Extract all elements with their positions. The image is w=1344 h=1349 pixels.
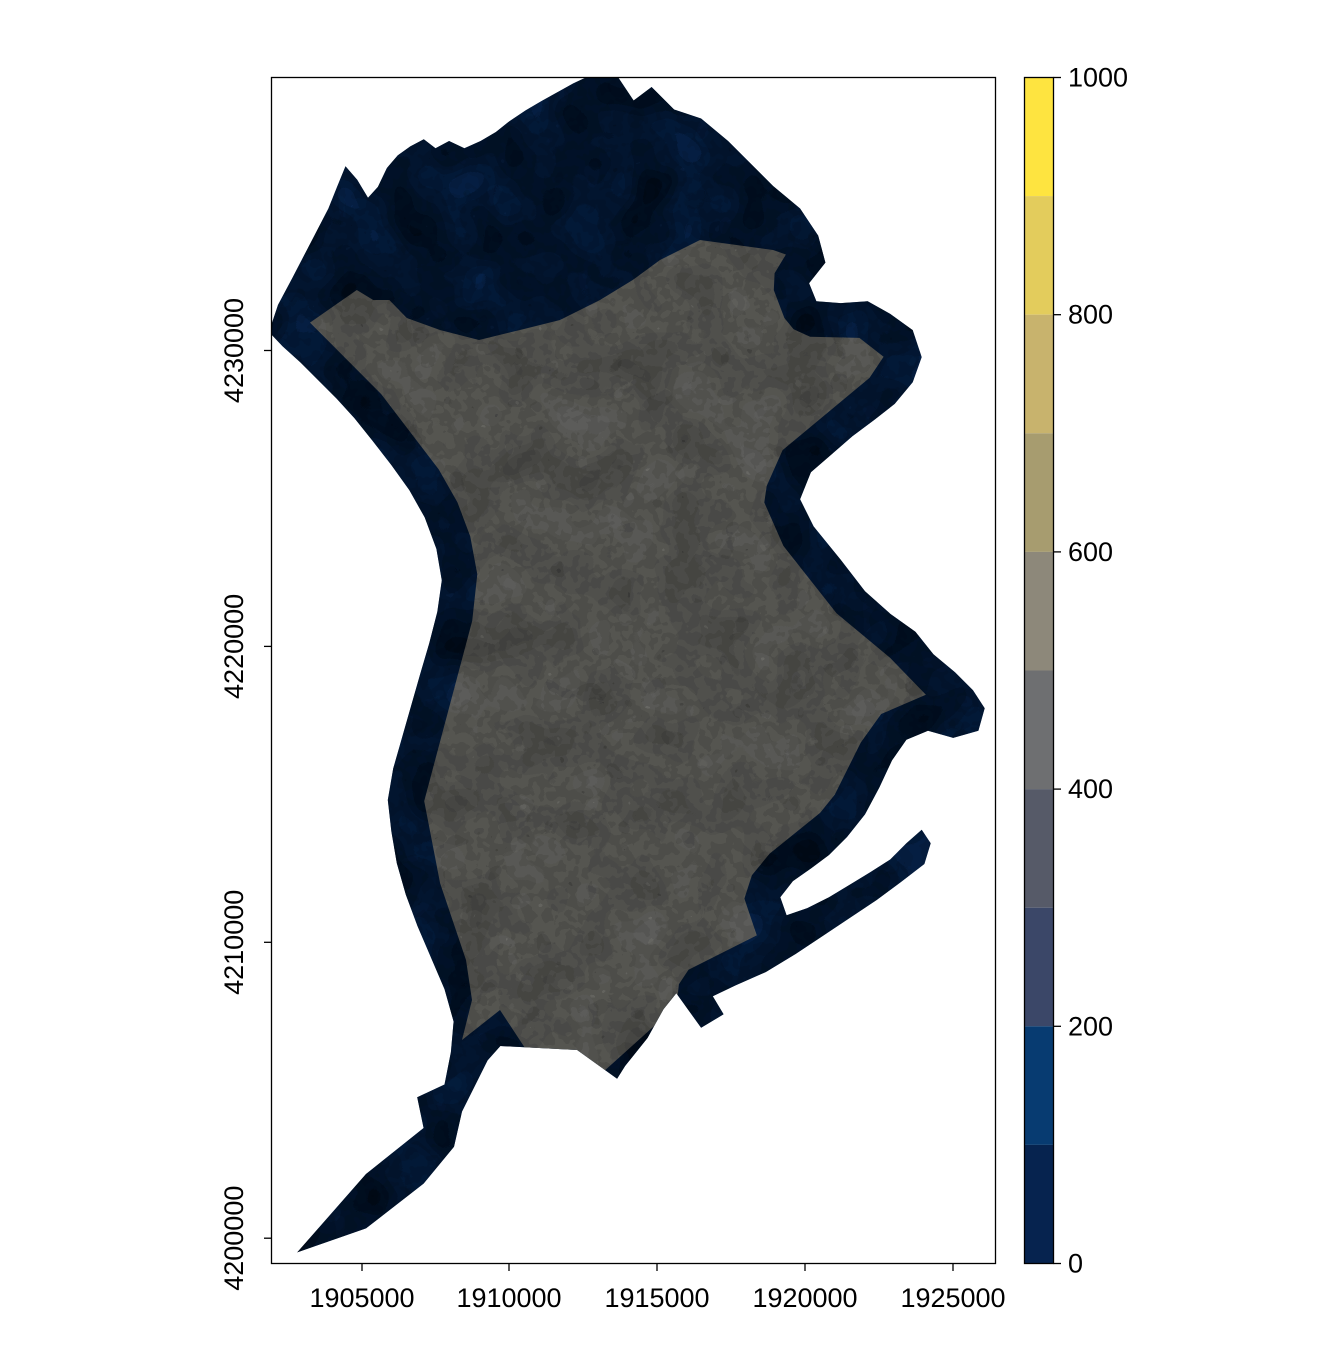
svg-text:0: 0 xyxy=(1068,1249,1083,1279)
svg-text:4210000: 4210000 xyxy=(219,890,249,995)
svg-text:400: 400 xyxy=(1068,774,1113,804)
svg-text:800: 800 xyxy=(1068,300,1113,330)
svg-text:1000: 1000 xyxy=(1068,63,1128,93)
svg-text:4200000: 4200000 xyxy=(219,1186,249,1291)
svg-text:1920000: 1920000 xyxy=(752,1283,857,1313)
svg-text:1910000: 1910000 xyxy=(456,1283,561,1313)
svg-text:4220000: 4220000 xyxy=(219,594,249,699)
svg-text:1925000: 1925000 xyxy=(900,1283,1005,1313)
svg-text:1915000: 1915000 xyxy=(604,1283,709,1313)
svg-text:4230000: 4230000 xyxy=(219,298,249,403)
svg-text:200: 200 xyxy=(1068,1011,1113,1041)
svg-text:600: 600 xyxy=(1068,537,1113,567)
svg-text:1905000: 1905000 xyxy=(309,1283,414,1313)
